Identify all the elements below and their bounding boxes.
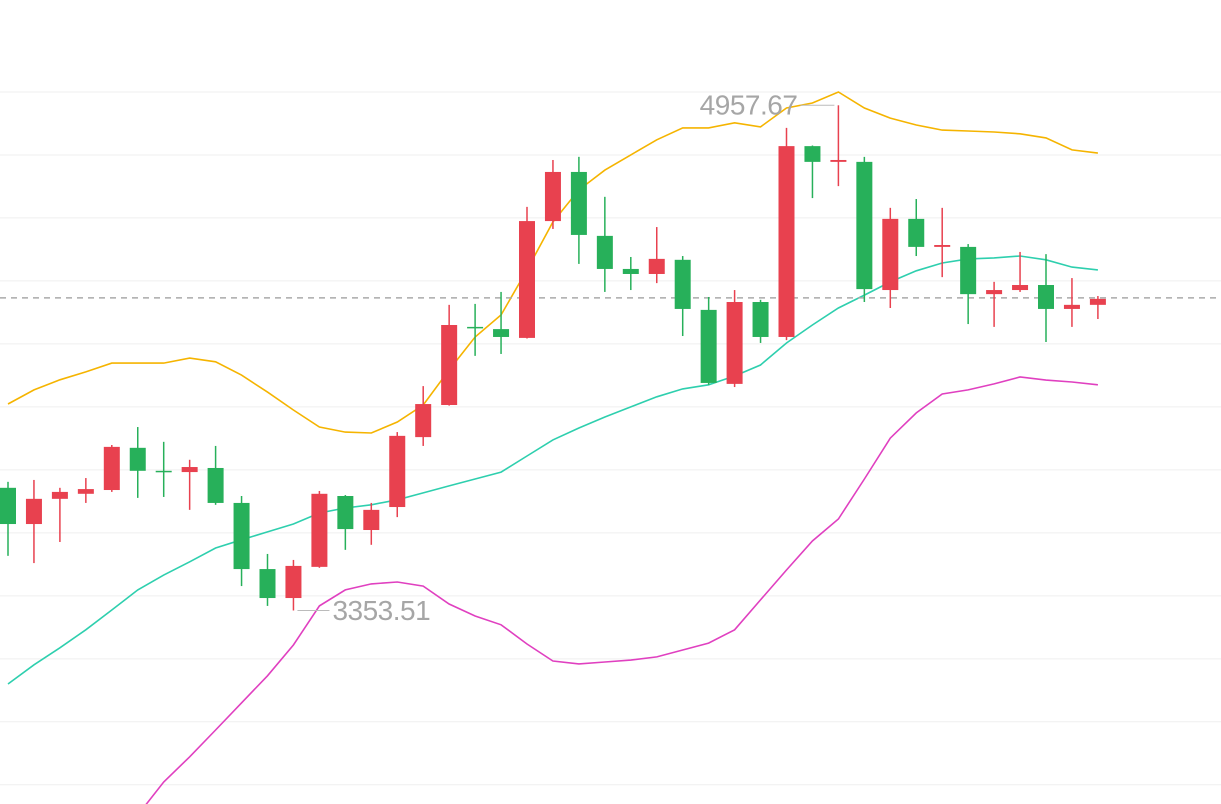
candle-body <box>570 171 587 235</box>
candle-body <box>519 221 535 338</box>
candle-body <box>207 467 224 503</box>
band-line <box>7 91 1098 434</box>
candle-body <box>441 325 458 405</box>
candle-body <box>181 467 198 473</box>
candle-body <box>493 329 510 337</box>
candle-body <box>648 258 665 274</box>
candle-body <box>1012 285 1029 291</box>
candle-body <box>960 246 977 295</box>
annotation-low: 3353.51 <box>332 595 430 626</box>
candle-body <box>389 435 406 508</box>
candle-body <box>415 404 432 438</box>
candle-body <box>804 146 821 162</box>
band-line <box>7 255 1098 685</box>
candle-body <box>25 498 42 525</box>
candle-body <box>363 509 380 531</box>
candle-body <box>544 171 561 222</box>
candle-body <box>908 218 925 247</box>
candle-body <box>830 159 847 162</box>
candle-body <box>233 502 250 570</box>
candle-body <box>285 565 302 599</box>
candle-body <box>1063 304 1080 309</box>
candle-body <box>77 489 94 494</box>
candle-body <box>1089 298 1106 305</box>
candle-body <box>986 290 1003 295</box>
candle-body <box>0 487 16 525</box>
candle-body <box>311 493 328 567</box>
candle-body <box>882 218 899 291</box>
candle-body <box>129 447 146 471</box>
candle-body <box>155 470 172 473</box>
candle-body <box>752 302 769 337</box>
candle-body <box>51 491 68 499</box>
candle-body <box>778 146 795 337</box>
candle-body <box>103 446 120 491</box>
candle-body <box>934 245 951 247</box>
candle-body <box>674 259 691 309</box>
candle-body <box>467 326 484 329</box>
candle-body <box>337 496 354 530</box>
candle-body <box>1038 285 1054 309</box>
candle-body <box>259 569 276 599</box>
band-line <box>145 376 1098 804</box>
candle-body <box>596 235 613 269</box>
candle-body <box>622 268 639 274</box>
candle-body <box>726 302 743 384</box>
candle-body <box>856 161 873 290</box>
candle-body <box>700 309 717 383</box>
annotation-high: 4957.67 <box>700 90 798 121</box>
